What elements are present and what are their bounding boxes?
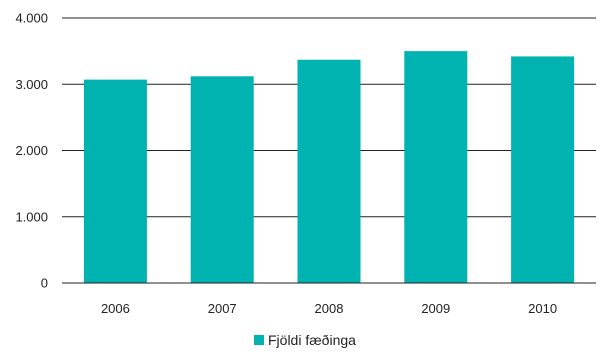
x-axis-tick-labels: 2006 2007 2008 2009 2010 [101, 301, 557, 316]
y-axis-tick-labels: 0 1.000 2.000 3.000 4.000 [15, 11, 48, 291]
bar-2006 [83, 79, 147, 283]
bar-2007 [190, 76, 254, 283]
bar-2009 [404, 51, 468, 283]
y-tick-label: 1.000 [15, 209, 48, 224]
legend-label: Fjöldi fæðinga [268, 332, 356, 348]
x-tick-label: 2006 [101, 301, 130, 316]
y-tick-label: 4.000 [15, 11, 48, 26]
x-tick-label: 2008 [315, 301, 344, 316]
bar-2010 [511, 56, 575, 283]
x-tick-label: 2007 [208, 301, 237, 316]
bars [62, 51, 596, 284]
x-tick-label: 2010 [528, 301, 557, 316]
bar-2008 [297, 59, 361, 283]
x-tick-label: 2009 [421, 301, 450, 316]
y-tick-label: 0 [41, 276, 48, 291]
y-tick-label: 2.000 [15, 143, 48, 158]
legend-swatch [254, 335, 264, 345]
y-tick-label: 3.000 [15, 77, 48, 92]
legend: Fjöldi fæðinga [254, 332, 356, 348]
